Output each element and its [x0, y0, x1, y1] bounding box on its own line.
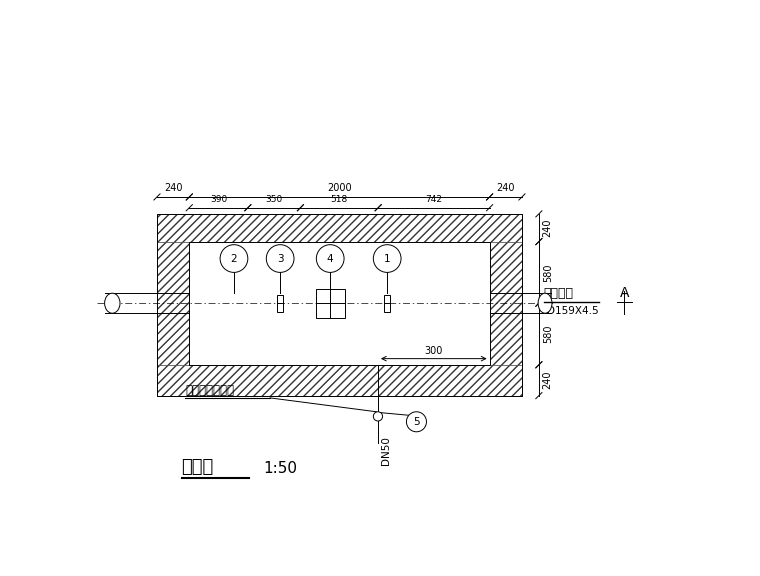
- Circle shape: [316, 245, 344, 272]
- Bar: [157, 241, 189, 365]
- Text: 1:50: 1:50: [263, 461, 297, 476]
- Text: 390: 390: [210, 195, 227, 204]
- Text: 1: 1: [384, 253, 391, 264]
- Text: D159X4.5: D159X4.5: [547, 305, 599, 316]
- Text: 580: 580: [543, 325, 553, 343]
- Bar: [315, 289, 345, 318]
- Circle shape: [373, 245, 401, 272]
- Text: 240: 240: [164, 183, 182, 193]
- Text: 平面图: 平面图: [182, 458, 214, 476]
- Bar: [157, 214, 522, 396]
- Circle shape: [266, 245, 294, 272]
- Text: 4: 4: [327, 253, 334, 264]
- Text: 240: 240: [543, 218, 553, 237]
- Text: DN50: DN50: [381, 435, 391, 464]
- Text: 3: 3: [277, 253, 283, 264]
- Text: 742: 742: [426, 195, 442, 204]
- Ellipse shape: [105, 293, 120, 313]
- Text: 240: 240: [496, 183, 515, 193]
- Circle shape: [220, 245, 248, 272]
- Text: 518: 518: [331, 195, 348, 204]
- Text: A: A: [619, 286, 629, 300]
- Bar: [157, 365, 522, 396]
- Ellipse shape: [538, 293, 552, 313]
- Text: 300: 300: [425, 346, 443, 355]
- Text: 580: 580: [543, 263, 553, 282]
- Bar: [384, 295, 391, 312]
- Text: 至配水井: 至配水井: [543, 287, 574, 300]
- Text: 2: 2: [230, 253, 237, 264]
- Circle shape: [407, 412, 426, 432]
- Text: 350: 350: [265, 195, 283, 204]
- Text: 240: 240: [543, 371, 553, 389]
- Text: 2000: 2000: [327, 183, 352, 193]
- Text: 就近排入检查井: 就近排入检查井: [185, 384, 234, 397]
- Text: 5: 5: [413, 417, 420, 427]
- Bar: [489, 241, 522, 365]
- Bar: [277, 295, 283, 312]
- Bar: [189, 241, 489, 365]
- Circle shape: [373, 412, 382, 421]
- Bar: [157, 214, 522, 241]
